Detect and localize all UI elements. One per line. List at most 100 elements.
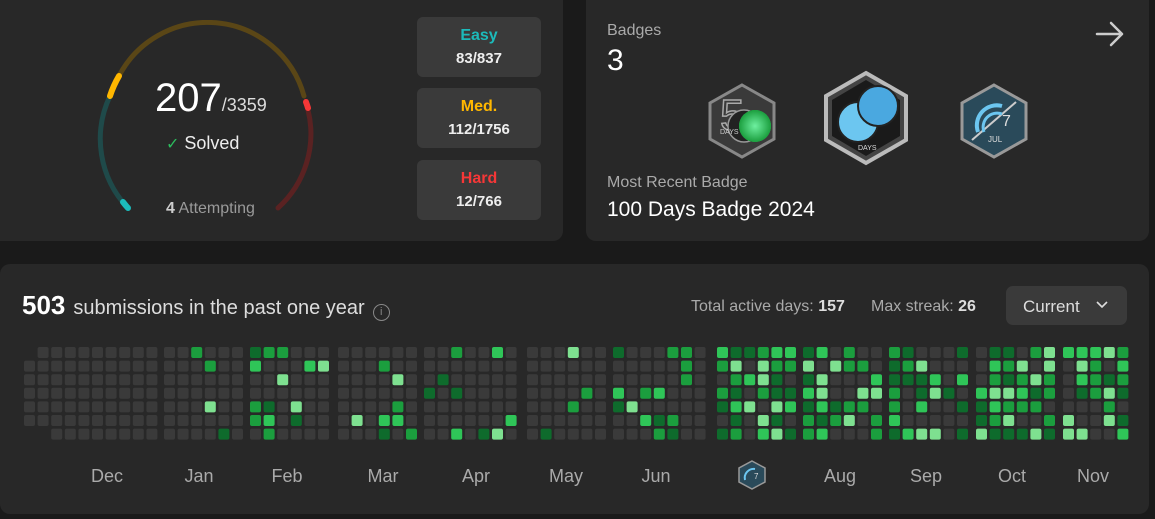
heatmap-cell[interactable] bbox=[177, 347, 189, 358]
heatmap-cell[interactable] bbox=[1063, 428, 1074, 440]
heatmap-cell[interactable] bbox=[164, 374, 175, 386]
heatmap-cell[interactable] bbox=[902, 387, 914, 399]
heatmap-cell[interactable] bbox=[478, 428, 490, 440]
heatmap-cell[interactable] bbox=[290, 387, 302, 399]
heatmap-cell[interactable] bbox=[667, 428, 679, 440]
heatmap-cell[interactable] bbox=[1016, 415, 1028, 426]
heatmap-cell[interactable] bbox=[1044, 428, 1055, 440]
heatmap-cell[interactable] bbox=[626, 428, 638, 440]
heatmap-cell[interactable] bbox=[1063, 387, 1074, 399]
heatmap-cell[interactable] bbox=[1030, 360, 1042, 372]
heatmap-cell[interactable] bbox=[889, 374, 900, 386]
heatmap-cell[interactable] bbox=[304, 374, 316, 386]
heatmap-cell[interactable] bbox=[681, 428, 692, 440]
heatmap-cell[interactable] bbox=[989, 428, 1001, 440]
heatmap-cell[interactable] bbox=[857, 374, 869, 386]
heatmap-cell[interactable] bbox=[318, 428, 329, 440]
heatmap-cell[interactable] bbox=[1030, 415, 1042, 426]
heatmap-cell[interactable] bbox=[581, 428, 593, 440]
heatmap-cell[interactable] bbox=[717, 401, 728, 413]
heatmap-cell[interactable] bbox=[554, 374, 566, 386]
heatmap-cell[interactable] bbox=[957, 401, 968, 413]
heatmap-cell[interactable] bbox=[1063, 374, 1074, 386]
heatmap-cell[interactable] bbox=[338, 374, 349, 386]
heatmap-cell[interactable] bbox=[132, 360, 144, 372]
heatmap-cell[interactable] bbox=[1030, 387, 1042, 399]
difficulty-medium[interactable]: Med. 112/1756 bbox=[417, 88, 541, 148]
heatmap-cell[interactable] bbox=[191, 401, 203, 413]
heatmap-cell[interactable] bbox=[681, 415, 692, 426]
heatmap-cell[interactable] bbox=[843, 428, 855, 440]
heatmap-cell[interactable] bbox=[857, 428, 869, 440]
heatmap-cell[interactable] bbox=[464, 415, 476, 426]
heatmap-cell[interactable] bbox=[277, 374, 289, 386]
heatmap-cell[interactable] bbox=[581, 401, 593, 413]
heatmap-cell[interactable] bbox=[681, 360, 692, 372]
heatmap-cell[interactable] bbox=[191, 428, 203, 440]
heatmap-cell[interactable] bbox=[730, 347, 742, 358]
heatmap-cell[interactable] bbox=[1016, 401, 1028, 413]
heatmap-cell[interactable] bbox=[976, 387, 987, 399]
info-icon[interactable]: i bbox=[372, 304, 390, 321]
heatmap-cell[interactable] bbox=[37, 374, 49, 386]
heatmap-cell[interactable] bbox=[218, 428, 230, 440]
heatmap-cell[interactable] bbox=[164, 428, 175, 440]
heatmap-cell[interactable] bbox=[406, 428, 417, 440]
heatmap-cell[interactable] bbox=[694, 374, 706, 386]
heatmap-cell[interactable] bbox=[1090, 374, 1102, 386]
heatmap-cell[interactable] bbox=[540, 347, 552, 358]
heatmap-cell[interactable] bbox=[64, 387, 76, 399]
heatmap-cell[interactable] bbox=[250, 401, 261, 413]
heatmap-cell[interactable] bbox=[653, 428, 665, 440]
heatmap-cell[interactable] bbox=[24, 374, 35, 386]
heatmap-cell[interactable] bbox=[378, 347, 390, 358]
heatmap-cell[interactable] bbox=[667, 401, 679, 413]
heatmap-cell[interactable] bbox=[653, 374, 665, 386]
heatmap-cell[interactable] bbox=[929, 360, 941, 372]
heatmap-cell[interactable] bbox=[177, 415, 189, 426]
100-days-badge-icon[interactable]: DAYS bbox=[822, 70, 910, 166]
heatmap-cell[interactable] bbox=[250, 387, 261, 399]
heatmap-cell[interactable] bbox=[626, 401, 638, 413]
heatmap-cell[interactable] bbox=[318, 347, 329, 358]
heatmap-cell[interactable] bbox=[567, 415, 579, 426]
heatmap-cell[interactable] bbox=[250, 428, 261, 440]
heatmap-cell[interactable] bbox=[250, 374, 261, 386]
heatmap-cell[interactable] bbox=[581, 347, 593, 358]
heatmap-cell[interactable] bbox=[771, 360, 783, 372]
difficulty-easy[interactable]: Easy 83/837 bbox=[417, 17, 541, 77]
heatmap-cell[interactable] bbox=[1003, 347, 1015, 358]
heatmap-cell[interactable] bbox=[250, 415, 261, 426]
heatmap-cell[interactable] bbox=[392, 401, 404, 413]
heatmap-cell[interactable] bbox=[78, 360, 90, 372]
heatmap-cell[interactable] bbox=[757, 374, 769, 386]
heatmap-cell[interactable] bbox=[338, 401, 349, 413]
heatmap-cell[interactable] bbox=[250, 360, 261, 372]
heatmap-cell[interactable] bbox=[1063, 347, 1074, 358]
heatmap-cell[interactable] bbox=[378, 374, 390, 386]
heatmap-cell[interactable] bbox=[816, 401, 828, 413]
heatmap-cell[interactable] bbox=[1117, 428, 1129, 440]
heatmap-cell[interactable] bbox=[1063, 360, 1074, 372]
heatmap-cell[interactable] bbox=[478, 360, 490, 372]
heatmap-cell[interactable] bbox=[191, 360, 203, 372]
heatmap-cell[interactable] bbox=[451, 360, 463, 372]
heatmap-cell[interactable] bbox=[132, 428, 144, 440]
heatmap-cell[interactable] bbox=[464, 360, 476, 372]
heatmap-cell[interactable] bbox=[857, 347, 869, 358]
heatmap-cell[interactable] bbox=[78, 374, 90, 386]
heatmap-cell[interactable] bbox=[976, 360, 987, 372]
heatmap-cell[interactable] bbox=[554, 415, 566, 426]
heatmap-cell[interactable] bbox=[889, 360, 900, 372]
heatmap-cell[interactable] bbox=[1090, 347, 1102, 358]
heatmap-cell[interactable] bbox=[204, 360, 216, 372]
heatmap-cell[interactable] bbox=[1003, 374, 1015, 386]
heatmap-cell[interactable] bbox=[318, 374, 329, 386]
heatmap-cell[interactable] bbox=[554, 347, 566, 358]
heatmap-cell[interactable] bbox=[304, 360, 316, 372]
heatmap-cell[interactable] bbox=[232, 415, 243, 426]
heatmap-cell[interactable] bbox=[351, 360, 363, 372]
heatmap-cell[interactable] bbox=[989, 415, 1001, 426]
heatmap-cell[interactable] bbox=[351, 347, 363, 358]
heatmap-cell[interactable] bbox=[64, 347, 76, 358]
